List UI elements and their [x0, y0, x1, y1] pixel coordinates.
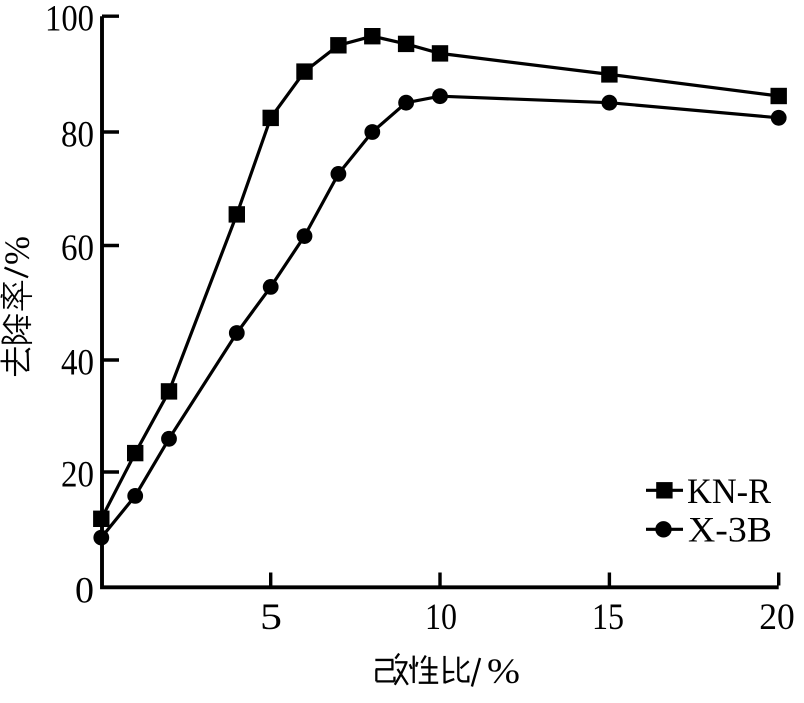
svg-text:15: 15: [592, 597, 624, 638]
svg-text:10: 10: [425, 597, 457, 638]
svg-text:40: 40: [61, 342, 94, 383]
svg-text:5: 5: [260, 597, 282, 638]
svg-text:%: %: [487, 651, 520, 691]
svg-text:80: 80: [61, 114, 94, 155]
svg-text:KN-R: KN-R: [687, 471, 771, 511]
svg-text:60: 60: [61, 228, 94, 269]
svg-text:%: %: [0, 236, 37, 265]
svg-text:0: 0: [75, 571, 94, 612]
svg-text:20: 20: [61, 454, 94, 495]
svg-text:X-3B: X-3B: [688, 510, 772, 550]
svg-text:100: 100: [45, 0, 94, 40]
svg-text:20: 20: [759, 597, 795, 638]
